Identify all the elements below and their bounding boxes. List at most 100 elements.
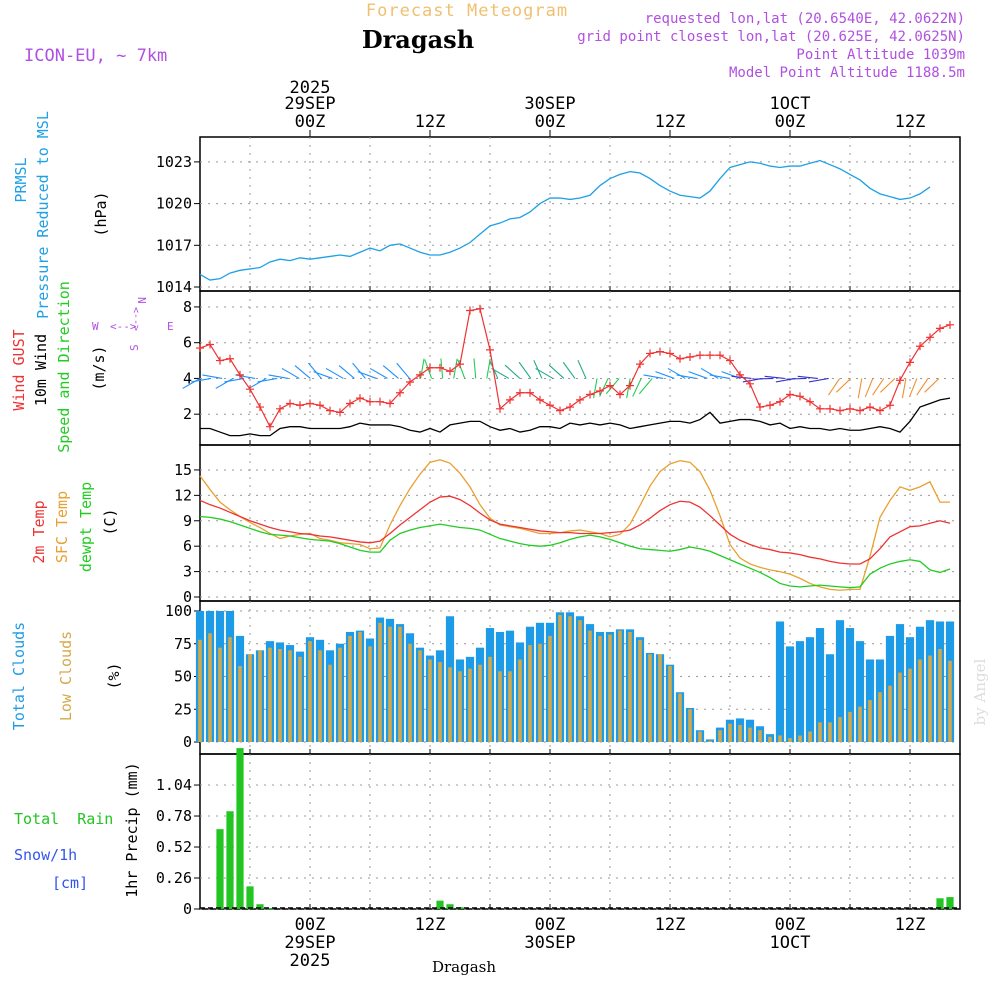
low-cloud-bar <box>478 664 482 742</box>
label-snow: Snow/1h <box>14 846 77 864</box>
compass-east: E <box>167 320 174 333</box>
wind-ytick-label: 6 <box>183 334 192 352</box>
wind-direction-arrow <box>504 364 521 379</box>
wind-direction-arrow <box>396 362 410 379</box>
label-total-rain: Total Rain <box>14 810 113 828</box>
low-cloud-bar <box>518 659 522 742</box>
wind-gust-point <box>726 356 734 365</box>
temperature-frame <box>199 444 961 602</box>
temperature-ytick-label: 15 <box>174 461 192 479</box>
wind-direction-arrow <box>268 374 289 379</box>
wind-gust-point <box>456 360 464 369</box>
low-cloud-bar <box>638 639 642 742</box>
low-cloud-bar <box>348 635 352 742</box>
low-cloud-bar <box>278 648 282 742</box>
total-cloud-bar <box>785 646 795 742</box>
precip-ytick-label: 0.26 <box>156 869 192 887</box>
pressure-ytick-label: 1020 <box>156 195 192 213</box>
low-cloud-bar <box>938 648 942 742</box>
wind-direction-arrow <box>808 377 829 383</box>
wind-direction-arrow <box>700 367 719 379</box>
location-title: Dragash <box>362 25 474 54</box>
wind-gust-point <box>636 360 644 369</box>
rain-bar <box>226 811 234 909</box>
wind-gust-point <box>666 349 674 358</box>
total-cloud-bar <box>795 641 805 742</box>
wind-gust-point <box>816 404 824 413</box>
low-cloud-bar <box>618 630 622 742</box>
clouds-ytick-label: 25 <box>174 700 192 718</box>
bottom-axis-year: 2025 <box>290 951 331 971</box>
wind-direction-arrow <box>257 377 278 383</box>
wind-gust-point <box>266 422 274 431</box>
low-cloud-bar <box>738 724 742 742</box>
svg-text:<-->: <--> <box>110 320 137 333</box>
low-cloud-bar <box>428 659 432 742</box>
wind-gust-point <box>436 363 444 372</box>
wind-gust-point <box>536 395 544 404</box>
low-cloud-bar <box>398 626 402 742</box>
wind-gust-point <box>776 397 784 406</box>
low-cloud-bar <box>508 671 512 742</box>
requested-coords: requested lon,lat (20.6540E, 42.0622N) <box>645 11 965 27</box>
grid-point-coords: grid point closest lon,lat (20.625E, 42.… <box>577 29 965 45</box>
low-cloud-bar <box>268 647 272 742</box>
low-cloud-bar <box>228 637 232 742</box>
wind-gust-point <box>496 404 504 413</box>
label-prmsl: PRMSL <box>12 157 30 202</box>
wind-direction-arrow <box>420 358 425 379</box>
pressure-ytick-label: 1023 <box>156 153 192 171</box>
bottom-axis-date: 29SEP <box>284 933 335 953</box>
pressure-frame <box>199 136 961 292</box>
low-cloud-bar <box>528 645 532 742</box>
wind-direction-arrow <box>224 377 245 383</box>
low-cloud-bar <box>748 727 752 742</box>
wind-gust-point <box>246 385 254 394</box>
wind-gust-point <box>406 378 414 387</box>
wind-direction-arrow <box>835 378 852 393</box>
low-cloud-bar <box>598 635 602 742</box>
wind-direction-arrow <box>338 365 355 379</box>
wind-gust-point <box>216 356 224 365</box>
wind-gust-point <box>746 379 754 388</box>
top-axis-hour: 00Z <box>295 112 326 132</box>
low-cloud-bar <box>368 646 372 742</box>
low-cloud-bar <box>258 650 262 742</box>
bottom-axis-hour: 12Z <box>895 915 926 935</box>
wind-direction-arrow <box>709 374 730 379</box>
wind-gust-line <box>199 308 951 428</box>
wind-gust-point <box>366 397 374 406</box>
low-cloud-bar <box>778 735 782 742</box>
clouds-ytick-label: 75 <box>174 635 192 653</box>
total-cloud-bar <box>825 654 835 742</box>
wind-direction-arrow <box>676 374 697 379</box>
label-total-clouds: Total Clouds <box>10 622 28 730</box>
wind-gust-point <box>716 351 724 360</box>
wind-gust-point <box>836 406 844 415</box>
wind-direction-arrow <box>688 371 708 379</box>
low-cloud-bar <box>828 722 832 742</box>
wind-gust-point <box>296 401 304 410</box>
low-cloud-bar <box>458 671 462 742</box>
wind-direction-arrow <box>518 361 532 379</box>
temperature-ytick-label: 12 <box>174 486 192 504</box>
wind-direction-arrow <box>313 371 333 379</box>
wind-direction-arrow <box>308 362 322 379</box>
wind-gust-point <box>846 404 854 413</box>
wind-direction-arrow <box>880 378 896 393</box>
low-cloud-bar <box>928 655 932 742</box>
low-cloud-bar <box>388 626 392 742</box>
wind-gust-point <box>866 403 874 412</box>
low-cloud-bar <box>718 730 722 742</box>
wind-direction-arrow <box>453 358 458 379</box>
low-cloud-bar <box>858 706 862 742</box>
low-cloud-bar <box>378 622 382 742</box>
wind-direction-arrow <box>643 374 664 379</box>
wind-gust-point <box>446 367 454 376</box>
wind-gust-point <box>806 397 814 406</box>
low-cloud-bar <box>288 650 292 742</box>
rain-bar <box>246 886 254 909</box>
wind-ytick-label: 2 <box>183 405 192 423</box>
low-cloud-bar <box>218 647 222 742</box>
top-axis-hour: 12Z <box>415 112 446 132</box>
